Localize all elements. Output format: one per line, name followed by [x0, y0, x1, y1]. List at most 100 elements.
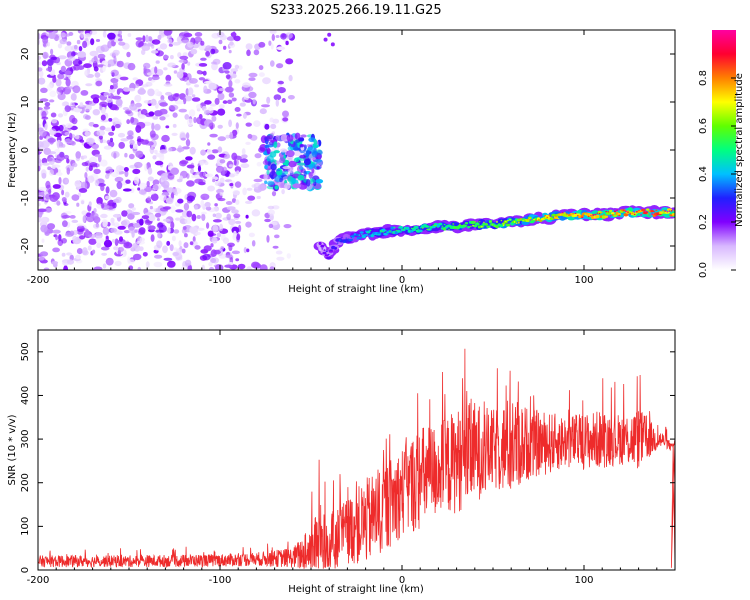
spectrogram-cell	[206, 149, 213, 155]
spectrogram-ridge-cell	[546, 216, 548, 219]
spectrogram-cell	[209, 133, 218, 138]
spectrogram-cell	[92, 97, 100, 104]
spectrogram-cell	[139, 218, 144, 226]
y-tick-label: 10	[20, 96, 31, 109]
spectrogram-ridge-cell	[474, 221, 477, 223]
spectrogram-cell	[94, 72, 101, 78]
spectrogram-cell	[217, 124, 223, 129]
spectrogram-cell	[248, 232, 255, 238]
spectrogram-cell	[69, 215, 76, 219]
spectrogram-cell	[182, 226, 187, 230]
spectrogram-ridge-cell	[533, 218, 536, 221]
spectrogram-cell	[281, 98, 286, 103]
spectrogram-ridge-cell	[505, 223, 511, 227]
spectrogram-cell	[69, 132, 73, 140]
spectrogram-cell	[229, 173, 236, 178]
spectrogram-cell	[305, 149, 310, 157]
spectrogram-cell	[117, 132, 126, 138]
spectrogram-cell	[193, 116, 197, 124]
spectrogram-cell	[162, 218, 171, 222]
spectrogram-cell	[88, 238, 97, 245]
spectrogram-cell	[43, 207, 53, 213]
spectrogram-cell	[299, 154, 307, 159]
spectrogram-cell	[82, 40, 88, 49]
x-tick-label: -100	[209, 575, 232, 586]
spectrogram-cell	[165, 125, 170, 129]
spectrogram-cell	[269, 266, 275, 270]
spectrogram-cell	[77, 65, 85, 70]
spectrogram-cell	[148, 201, 154, 205]
spectrogram-cell	[93, 66, 99, 72]
spectrogram-cell	[62, 220, 68, 228]
spectrogram-ridge-cell	[360, 234, 363, 235]
spectrogram-cell	[268, 223, 274, 229]
spectrogram-cell	[205, 50, 211, 57]
spectrogram-ridge-cell	[421, 227, 424, 229]
spectrogram-cell	[294, 132, 301, 140]
spectrogram-cell	[277, 87, 286, 94]
spectrogram-cell	[64, 105, 71, 113]
spectrogram-cell	[271, 191, 277, 197]
spectrogram-ridge-cell	[347, 238, 350, 240]
spectrogram-cell	[170, 205, 176, 214]
spectrogram-ridge-cell	[509, 219, 512, 221]
snr-x-label: Height of straight line (km)	[288, 584, 424, 595]
spectrogram-cell	[100, 44, 110, 52]
spectrogram-cell	[159, 116, 166, 121]
spectrogram-ridge-cell	[559, 214, 561, 216]
spectrogram-cell	[271, 205, 280, 210]
spectrogram-cell	[157, 232, 161, 239]
spectrogram-ridge-cell	[541, 218, 544, 219]
spectrogram-cell	[60, 65, 66, 72]
spectrogram-cell	[266, 169, 270, 175]
spectrogram-cell	[190, 168, 195, 174]
spectrogram-ridge-cell	[369, 229, 372, 232]
spectrogram-cell	[266, 235, 270, 243]
spectrogram-cell	[132, 168, 141, 175]
spectrogram-cell	[141, 215, 150, 220]
spectrogram-ridge-cell	[549, 217, 554, 221]
x-tick-label: -100	[209, 275, 232, 286]
spectrogram-cell	[84, 69, 89, 77]
spectrogram-ridge-cell	[620, 209, 623, 211]
spectrogram-cell	[303, 170, 307, 177]
y-tick-label: 500	[20, 342, 31, 361]
spectrogram-cell	[137, 136, 142, 143]
spectrogram-ridge-cell	[524, 219, 527, 221]
spectrogram-cell	[225, 86, 234, 93]
spectrogram-cell	[128, 226, 135, 233]
spectrogram-cell	[84, 131, 91, 137]
spectrogram-cell	[127, 33, 132, 37]
spectrogram-cell	[159, 43, 168, 50]
spectrogram-ridge-cell	[525, 218, 530, 223]
spectrogram-cell	[225, 254, 232, 259]
spectrogram-cell	[61, 252, 66, 257]
spectrogram-cell	[148, 111, 155, 117]
snr-y-label: SNR (10 * v/v)	[7, 414, 18, 485]
spectrogram-ridge-cell	[398, 225, 404, 229]
spectrogram-cell	[284, 32, 293, 39]
spectrogram-cell	[191, 174, 196, 179]
spectrogram-cell	[41, 60, 48, 67]
spectrogram-cell	[81, 162, 89, 167]
spectrogram-cell	[214, 97, 220, 105]
spectrogram-ridge-cell	[511, 221, 514, 223]
spectrogram-cell	[245, 214, 249, 219]
spectrogram-ridge-cell	[478, 221, 481, 223]
spectrogram-ridge-cell	[445, 225, 448, 227]
spectrogram-ridge-cell	[491, 224, 494, 226]
spectrogram-cell	[285, 58, 294, 65]
spectrogram-cell	[55, 172, 63, 176]
y-tick-label: 20	[20, 48, 31, 61]
spectrogram-ridge-cell	[323, 249, 326, 251]
spectrogram-cell	[279, 177, 283, 183]
spectrogram-cell	[226, 36, 236, 41]
spectrogram-cell	[285, 40, 289, 46]
spectrogram-cell	[306, 179, 311, 187]
spectrogram-cell	[300, 134, 307, 138]
spectrogram-cell	[80, 181, 88, 190]
spectrogram-cell	[140, 108, 148, 116]
spectrogram-cell	[71, 219, 79, 223]
spectrogram-cell	[275, 35, 280, 38]
spectrogram-cell	[154, 110, 163, 117]
